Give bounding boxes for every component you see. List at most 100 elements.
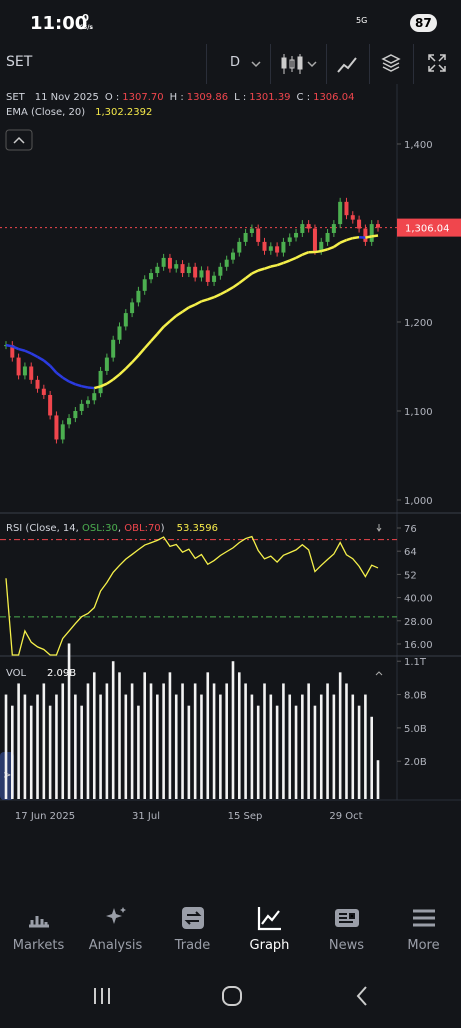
candle bbox=[218, 267, 222, 276]
ema-segment bbox=[321, 249, 327, 251]
volume-bar bbox=[137, 706, 140, 799]
volume-bar bbox=[194, 683, 197, 799]
volume-bar bbox=[295, 706, 298, 799]
volume-bar bbox=[206, 672, 209, 799]
candle bbox=[307, 224, 311, 228]
separator bbox=[369, 44, 370, 84]
ema-segment bbox=[94, 386, 100, 388]
candle bbox=[326, 233, 330, 242]
nav-icon bbox=[410, 904, 438, 932]
candle bbox=[212, 276, 216, 282]
volume-bar bbox=[175, 695, 178, 799]
volume-bar bbox=[188, 706, 191, 799]
nav-item[interactable]: Analysis bbox=[77, 900, 154, 953]
back[interactable] bbox=[358, 987, 366, 1005]
ema-segment bbox=[315, 251, 321, 252]
y-tick-label: 2.0B bbox=[404, 757, 427, 768]
ohlc-value: 1301.39 bbox=[249, 92, 290, 103]
ema-segment bbox=[88, 388, 94, 389]
candle bbox=[174, 264, 178, 268]
layers[interactable] bbox=[381, 53, 401, 73]
volume-bar bbox=[251, 695, 254, 799]
candle bbox=[86, 400, 90, 404]
volume-bar bbox=[169, 672, 172, 799]
candle bbox=[143, 279, 147, 291]
candle bbox=[92, 393, 96, 400]
legend-date: 11 Nov 2025 bbox=[35, 92, 99, 103]
nav-label: More bbox=[407, 938, 439, 953]
candle bbox=[168, 258, 172, 269]
toolbar: SET D bbox=[0, 44, 461, 85]
volume-bar bbox=[143, 672, 146, 799]
nav-item[interactable]: News bbox=[308, 900, 385, 953]
candle bbox=[313, 229, 317, 251]
candle bbox=[256, 229, 260, 242]
volume-bar bbox=[24, 695, 27, 799]
volume-bar bbox=[74, 695, 77, 799]
ohlc-value: 1307.70 bbox=[122, 92, 163, 103]
x-tick-label: 15 Sep bbox=[228, 811, 263, 822]
nav-item[interactable]: Graph bbox=[231, 900, 308, 953]
volume-bar bbox=[314, 706, 317, 799]
volume-bar bbox=[162, 683, 165, 799]
volume-bar bbox=[333, 695, 336, 799]
symbol[interactable]: SET bbox=[6, 54, 32, 70]
recents[interactable] bbox=[95, 988, 109, 1004]
ema-segment bbox=[82, 386, 88, 387]
ema-segment bbox=[201, 299, 207, 301]
volume-bar bbox=[55, 695, 58, 799]
ema-segment bbox=[6, 345, 12, 346]
volume-bar bbox=[364, 695, 367, 799]
candle bbox=[357, 220, 361, 229]
volume-bar bbox=[345, 683, 348, 799]
candle bbox=[338, 202, 342, 224]
ohlc-value: 1306.04 bbox=[313, 92, 354, 103]
volume-bar bbox=[257, 706, 260, 799]
legend-symbol: SET bbox=[6, 92, 26, 103]
volume-bar bbox=[244, 683, 247, 799]
candle bbox=[363, 229, 367, 242]
candle bbox=[42, 389, 46, 395]
candle bbox=[23, 366, 27, 375]
candle bbox=[376, 224, 380, 228]
candle bbox=[281, 242, 285, 253]
indicators[interactable] bbox=[336, 54, 358, 74]
nav-item[interactable]: More bbox=[385, 900, 461, 953]
candle bbox=[193, 267, 197, 278]
candle bbox=[124, 313, 128, 326]
interval[interactable]: D bbox=[230, 55, 240, 70]
ema-segment bbox=[365, 236, 371, 237]
candle bbox=[17, 358, 21, 376]
nav-label: Graph bbox=[250, 938, 290, 953]
candle bbox=[300, 224, 304, 233]
candle bbox=[269, 246, 273, 250]
ohlc-label: L : bbox=[234, 92, 246, 103]
system-buttons bbox=[0, 980, 461, 1024]
separator bbox=[206, 44, 207, 84]
volume-bar bbox=[181, 683, 184, 799]
nav-item[interactable]: Trade bbox=[154, 900, 231, 953]
candle bbox=[275, 246, 279, 252]
volume-bar bbox=[213, 683, 216, 799]
candle bbox=[99, 371, 103, 393]
volume-bar bbox=[150, 683, 153, 799]
nav-icon bbox=[333, 904, 361, 932]
volume-bar bbox=[99, 695, 102, 799]
nav-item[interactable]: Markets bbox=[0, 900, 77, 953]
candle bbox=[80, 404, 84, 411]
volume-bar bbox=[225, 683, 228, 799]
candle bbox=[149, 273, 153, 279]
volume-bar bbox=[307, 683, 310, 799]
candle-type[interactable] bbox=[280, 54, 320, 74]
fullscreen[interactable] bbox=[427, 53, 447, 73]
candle bbox=[117, 326, 121, 339]
battery: 87 bbox=[410, 14, 437, 32]
rsi-value: 53.3596 bbox=[177, 523, 218, 534]
home[interactable] bbox=[223, 987, 241, 1005]
rsi-header-part: OSL:30 bbox=[82, 523, 118, 534]
volume-bar bbox=[112, 661, 115, 799]
rsi-header: RSI (Close, 14, OSL:30, OBL:70)53.3596 bbox=[6, 523, 218, 534]
ema-segment bbox=[353, 237, 359, 238]
